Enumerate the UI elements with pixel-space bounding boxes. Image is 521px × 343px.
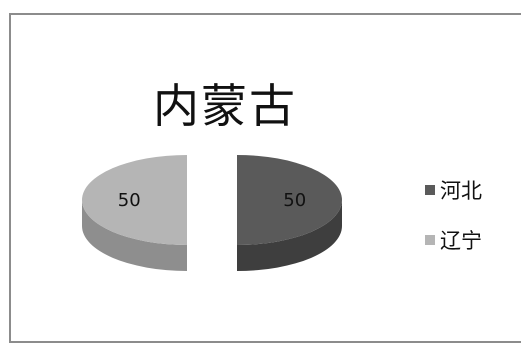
chart-legend: 河北 辽宁 xyxy=(425,170,482,270)
legend-label: 辽宁 xyxy=(440,229,482,253)
chart-title: 内蒙古 xyxy=(153,79,297,133)
legend-swatch xyxy=(425,235,435,245)
legend-label: 河北 xyxy=(440,179,482,203)
legend-swatch xyxy=(425,185,435,195)
data-label-2: 50 xyxy=(118,190,141,211)
pie-slice-1 xyxy=(237,155,342,271)
pie-chart: 50 50 xyxy=(82,155,342,271)
pie-slice-2 xyxy=(82,155,187,271)
legend-item-2: 辽宁 xyxy=(425,220,482,260)
data-label-1: 50 xyxy=(283,190,306,211)
legend-item-1: 河北 xyxy=(425,170,482,210)
